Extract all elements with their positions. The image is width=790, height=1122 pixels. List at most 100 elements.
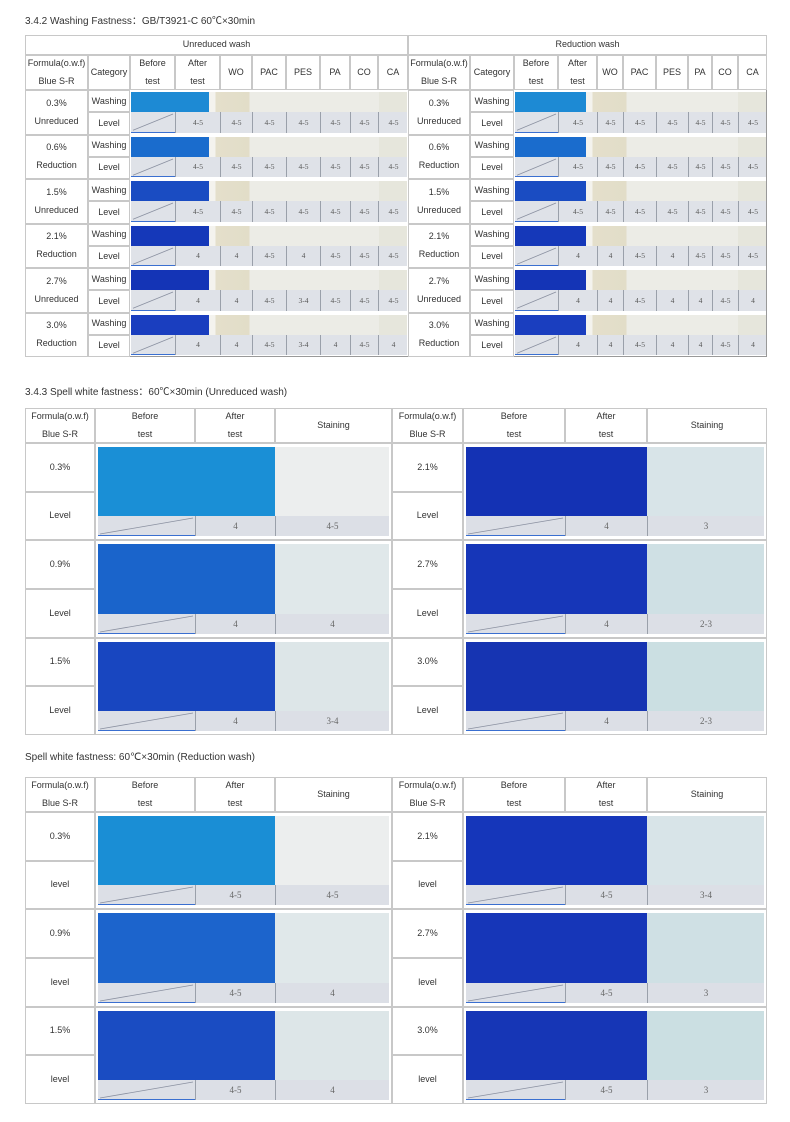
gray-scale-line (98, 1001, 195, 1003)
grade: 3 (647, 1079, 764, 1100)
category-cell: Washing (470, 312, 514, 335)
before-header: Before test (463, 777, 565, 812)
cell-text: Reduction (36, 160, 77, 171)
category-cell: Washing (470, 179, 514, 202)
grade: 4-5 (623, 245, 656, 266)
gray-scale-line (466, 1001, 565, 1003)
cell-text: 2.7% (46, 275, 67, 286)
formula-cell: 3.0% Reduction (408, 312, 470, 357)
level-label: Level (25, 686, 95, 735)
cell-text: Reduction (36, 338, 77, 349)
fiber-header: PAC (252, 55, 286, 90)
grade: 4-5 (688, 245, 712, 266)
image-cell (95, 443, 392, 541)
cell-text: 1.5% (428, 186, 450, 197)
gray-scale-strip (98, 982, 389, 1003)
cell-text: Level (49, 607, 71, 618)
grade: 4-5 (378, 201, 408, 222)
category-cell: Level (88, 112, 130, 135)
gray-scale-line (131, 220, 176, 222)
cell-text: Washing (474, 184, 510, 195)
gray-scale-line (98, 1098, 195, 1100)
formula-cell: 3.0% Reduction (25, 312, 88, 357)
grade: 4-5 (623, 290, 656, 311)
grade: 4-5 (597, 156, 623, 177)
diagonal-line (132, 291, 174, 309)
cell-text: CO (718, 66, 732, 77)
fiber-header: WO (220, 55, 252, 90)
category-cell: Level (470, 156, 514, 179)
level-label: Level (25, 491, 95, 541)
image-cell (463, 1006, 767, 1104)
gray-scale-strip (515, 112, 766, 133)
staining-header: Staining (275, 777, 392, 812)
cell-text: Formula(o.w.f) (410, 58, 468, 69)
grade: 3-4 (647, 885, 764, 906)
gray-scale-strip (466, 885, 764, 906)
before-after-swatch (466, 447, 647, 517)
cell-text: 0.3% (46, 97, 67, 108)
cell-text: level (418, 879, 437, 890)
cell-text: Reduction (418, 160, 460, 171)
gray-scale-strip (515, 334, 766, 355)
cell-text: Before (131, 780, 159, 791)
gray-scale-diagonal (99, 886, 194, 904)
grade: 4 (195, 516, 275, 537)
section-title: 3.4.3 Spell white fastness：60℃×30min (Un… (25, 387, 288, 398)
grade: 4-5 (275, 885, 389, 906)
cell-text: Staining (690, 419, 724, 430)
cell-text: PES (293, 66, 312, 77)
staining-swatch (647, 447, 764, 517)
category-cell: Level (470, 334, 514, 357)
grade: 4-5 (623, 201, 656, 222)
gray-scale-strip (131, 245, 407, 266)
formula-header: Formula(o.w.f) Blue S-R (25, 55, 88, 90)
diagonal-line (516, 247, 557, 265)
cell-text: Reduction (418, 338, 460, 349)
category-cell: Level (88, 334, 130, 357)
cell-text: level (50, 1074, 70, 1085)
cell-text: 3.0% (46, 320, 67, 331)
gray-scale-diagonal (132, 113, 174, 131)
gray-scale-line (466, 632, 565, 634)
grade: 4-5 (688, 201, 712, 222)
cell-text: test (598, 797, 614, 808)
grade: 4-5 (286, 156, 320, 177)
gray-scale-diagonal (99, 984, 194, 1001)
grade: 4-5 (252, 156, 286, 177)
gray-scale-diagonal (467, 517, 564, 535)
cell-text: Before (139, 58, 166, 69)
cell-text: Washing (91, 229, 127, 240)
fiber-header: PAC (623, 55, 656, 90)
cell-text: After (596, 780, 616, 791)
gray-scale-strip (98, 613, 389, 634)
level-label: level (392, 1055, 463, 1104)
section-title: 3.4.2 Washing Fastness：GB/T3921-C 60℃×30… (25, 16, 256, 27)
gray-scale-strip (131, 156, 407, 177)
grade: 4-5 (712, 245, 738, 266)
cell-text: 0.3% (428, 97, 450, 108)
gray-scale-line (131, 176, 176, 177)
cell-text: Blue S-R (409, 797, 446, 808)
gray-scale-diagonal (132, 291, 174, 309)
cell-text: Washing (474, 318, 510, 329)
gray-scale-line (131, 354, 176, 355)
cell-text: test (137, 797, 153, 808)
cell-text: After (225, 780, 245, 791)
formula-header: Formula(o.w.f) Blue S-R (25, 408, 95, 443)
gray-scale-line (98, 632, 195, 634)
category-cell: Level (88, 201, 130, 224)
formula-cell: 2.7% Unreduced (408, 268, 470, 313)
cell-text: Unreduced (34, 115, 79, 126)
formula-cell: 1.5% Unreduced (25, 179, 88, 224)
after-header: After test (195, 777, 275, 812)
gray-scale-strip (98, 710, 389, 731)
staining-swatch (647, 641, 764, 711)
category-cell: Washing (88, 179, 130, 202)
category-cell: Level (88, 156, 130, 179)
diagonal-line (516, 202, 557, 220)
staining-swatch (647, 544, 764, 614)
category-cell: Washing (88, 268, 130, 291)
cell-text: Unreduced wash (182, 39, 251, 50)
cell-text: 0.6% (46, 142, 67, 153)
